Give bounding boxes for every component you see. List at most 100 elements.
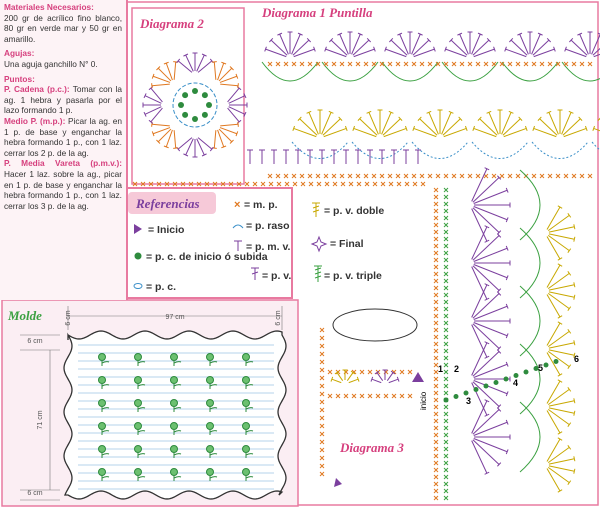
stitch-x [387, 61, 393, 67]
stitch-stem [592, 47, 600, 56]
stitch-x [268, 181, 274, 187]
flower [242, 353, 250, 361]
stitch-bar [163, 61, 169, 65]
stitch-bar [426, 37, 431, 43]
molde-width: 97 cm [165, 314, 184, 321]
stitch-bar [449, 37, 454, 43]
stitch-stem [353, 48, 375, 58]
stitch-x [547, 173, 553, 179]
stitch-t [295, 149, 301, 164]
stitch-x [391, 393, 397, 399]
stitch-x [327, 369, 333, 375]
stitch-stem [228, 106, 246, 115]
stitch-x [411, 173, 417, 179]
stitch-x [433, 439, 439, 445]
leaf [101, 475, 110, 481]
stitch-stem [471, 266, 488, 300]
stitch-x [148, 181, 154, 187]
stitch-stem [473, 363, 508, 378]
stitch-stem [220, 123, 239, 127]
stitch-x [343, 393, 349, 399]
stitch-x [433, 397, 439, 403]
stitch-x [451, 61, 457, 67]
stitch-stem [473, 48, 495, 58]
stitch-x [323, 173, 329, 179]
stitch-bar [509, 37, 514, 43]
stitch-x [475, 61, 481, 67]
stitch-bar [567, 364, 572, 369]
stitch-x [363, 173, 369, 179]
stitch-stem [157, 128, 172, 143]
icon-tv [251, 267, 259, 280]
stitch-stem [353, 127, 377, 138]
flower [134, 399, 142, 407]
stitch-x [443, 369, 449, 375]
stitch-x [433, 243, 439, 249]
stitch-stem [547, 234, 570, 252]
stitch-x [443, 355, 449, 361]
stitch-stem [548, 342, 575, 349]
stitch-bar [397, 32, 403, 36]
stitch-x [283, 61, 289, 67]
stitch-stem [339, 33, 349, 55]
stitch-bar [151, 73, 155, 79]
stitch-x [433, 425, 439, 431]
leaf [101, 429, 110, 435]
stitch-x [433, 299, 439, 305]
stitch-x [563, 61, 569, 67]
dot [201, 111, 208, 118]
stitch-stem [502, 118, 521, 136]
leaf [173, 383, 182, 389]
leaf [173, 360, 182, 366]
stitch-bar [567, 480, 572, 485]
stitch-x [156, 181, 162, 187]
stitch-x [244, 181, 250, 187]
stitch-x [407, 369, 413, 375]
stitch-bar [557, 315, 563, 319]
stitch-stem [348, 378, 359, 384]
leaf [245, 406, 254, 412]
leaf [101, 452, 110, 458]
stitch-stem [173, 130, 177, 149]
stitch-x [443, 495, 449, 501]
stitch-bar [557, 373, 563, 377]
stitch-bar [497, 291, 502, 296]
stitch-bar [584, 125, 588, 131]
stitch-x [331, 61, 337, 67]
stitch-x [335, 393, 341, 399]
flower [242, 445, 250, 453]
stitch-x [443, 488, 449, 494]
flower [134, 353, 142, 361]
stitch-stem [546, 468, 561, 492]
stitch-bar [497, 349, 502, 354]
stitch-stem [547, 330, 570, 348]
stitch-stem [228, 95, 246, 104]
stitch-bar [472, 125, 476, 131]
diagram3-title: Diagrama 3 [339, 440, 404, 455]
stitch-stem [533, 48, 555, 58]
icon-tvd [312, 202, 320, 217]
stitch-x [483, 61, 489, 67]
chain-arc [471, 141, 529, 159]
stitch-bar [497, 462, 502, 467]
icon-chain [133, 283, 143, 289]
stitch-x [291, 61, 297, 67]
stitch-bar [505, 449, 509, 455]
stitch-x [443, 334, 449, 340]
stitch-x [563, 173, 569, 179]
stitch-bar [477, 32, 483, 36]
stitch-stem [443, 127, 467, 138]
stitch-x [475, 173, 481, 179]
stitch-x [433, 271, 439, 277]
stitch-stem [291, 33, 301, 55]
dot [523, 369, 529, 375]
stitch-name: P. Media Vareta (p.m.v.): [4, 158, 122, 169]
stitch-x [443, 306, 449, 312]
stitch-bar [557, 205, 563, 209]
stitch-x [433, 376, 439, 382]
stitch-x [443, 320, 449, 326]
stitch-stem [472, 39, 490, 56]
leaf [209, 360, 218, 366]
stitch-x [499, 173, 505, 179]
leaf [209, 383, 218, 389]
